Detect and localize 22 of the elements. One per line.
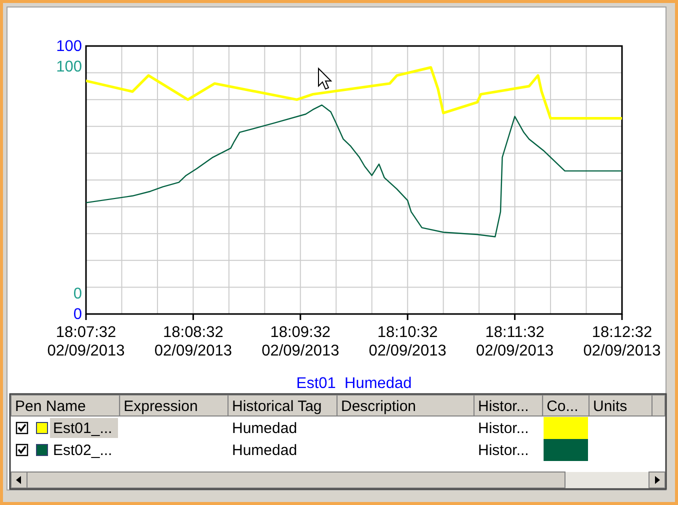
x-tick-label: 18:09:32 02/09/2013 xyxy=(262,324,340,359)
text: Est01 Humedad xyxy=(296,374,412,392)
line-series xyxy=(86,104,622,238)
text: Historical Tag xyxy=(232,398,322,414)
legend-label: Est02_... xyxy=(53,442,112,458)
text: Humedad xyxy=(232,420,298,436)
text: Humedad xyxy=(232,442,298,458)
line-series xyxy=(86,66,622,120)
text: Histor... xyxy=(478,398,529,414)
legend-label: Est01_... xyxy=(53,420,112,436)
text: Units xyxy=(593,398,628,414)
text: Pen Name xyxy=(15,398,86,414)
text: Co... xyxy=(546,398,578,414)
text: Expression xyxy=(124,398,198,414)
x-tick-label: 18:11:32 02/09/2013 xyxy=(476,324,554,359)
x-tick-label: 18:12:32 02/09/2013 xyxy=(583,324,661,359)
x-tick-label: 18:07:32 02/09/2013 xyxy=(47,324,125,359)
x-tick-label: 18:10:32 02/09/2013 xyxy=(368,324,446,359)
text: Histor... xyxy=(478,442,529,458)
text: Description xyxy=(341,398,416,414)
text: Histor... xyxy=(478,420,529,436)
x-tick-label: 18:08:32 02/09/2013 xyxy=(154,324,232,359)
